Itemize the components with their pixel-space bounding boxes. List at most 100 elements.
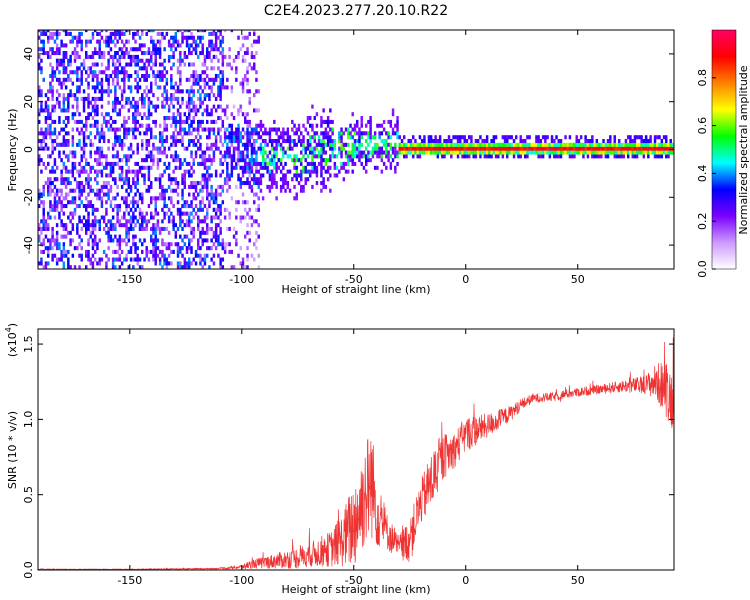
spectrogram-cell — [141, 100, 144, 105]
spectrogram-cell — [183, 112, 187, 117]
spectrogram-cell — [58, 116, 61, 121]
spectrogram-cell — [102, 249, 106, 254]
spectrogram-cell — [53, 74, 57, 79]
spectrogram-cell — [255, 246, 258, 251]
spectrogram-cell — [102, 154, 106, 159]
spectrogram-cell — [629, 135, 632, 140]
spectrogram-cell — [49, 116, 52, 121]
spectrogram-cell — [199, 77, 202, 82]
spectrogram-cell — [360, 142, 363, 147]
spectrogram-cell — [111, 177, 115, 182]
spectrogram-cell — [246, 169, 249, 174]
spectrogram-cell — [201, 154, 204, 159]
spectrogram-cell — [152, 70, 155, 75]
spectrogram-cell — [199, 230, 202, 235]
spectrogram-cell — [129, 169, 133, 174]
spectrogram-cell — [499, 146, 502, 151]
spectrogram-cell — [306, 146, 310, 151]
spectrogram-cell — [562, 142, 565, 147]
spectrogram-cell — [64, 123, 68, 128]
spectrogram-cell — [380, 131, 384, 136]
spectrogram-cell — [275, 161, 278, 166]
spectrogram-cell — [132, 181, 135, 186]
spectrogram-cell — [47, 238, 50, 243]
spectrogram-cell — [241, 158, 245, 163]
spectrogram-cell — [85, 204, 88, 209]
spectrogram-cell — [156, 158, 160, 163]
spectrogram-cell — [407, 142, 410, 147]
spectrogram-cell — [378, 131, 381, 136]
spectrogram-cell — [188, 246, 191, 251]
spectrogram-cell — [438, 142, 442, 147]
spectrogram-cell — [190, 108, 193, 113]
spectrogram-cell — [120, 146, 124, 151]
spectrogram-cell — [237, 150, 240, 155]
spectrogram-cell — [584, 135, 587, 140]
spectrogram-cell — [248, 181, 251, 186]
spectrogram-cell — [42, 30, 45, 33]
spectrogram-cell — [275, 139, 278, 144]
spectrogram-cell — [190, 184, 193, 189]
spectrogram-cell — [141, 192, 144, 197]
spectrogram-cell — [197, 89, 200, 94]
spectrogram-cell — [324, 131, 328, 136]
spectrogram-cell — [284, 139, 287, 144]
spectrogram-cell — [656, 135, 659, 140]
spectrogram-cell — [329, 154, 332, 159]
spectrogram-cell — [120, 30, 124, 33]
spectrogram-cell — [154, 177, 157, 182]
spectrogram-cell — [223, 181, 227, 186]
spectrogram-cell — [91, 123, 95, 128]
spectrogram-cell — [665, 146, 668, 151]
spectrogram-cell — [360, 154, 363, 159]
spectrogram-cell — [398, 146, 401, 151]
spectrogram-cell — [221, 265, 225, 269]
spectrogram-cell — [344, 150, 348, 155]
spectrogram-cell — [201, 100, 204, 105]
spectrogram-cell — [179, 81, 182, 86]
spectrogram-cell — [44, 108, 48, 113]
spectrogram-cell — [40, 104, 43, 109]
spectrogram-cell — [172, 169, 175, 174]
spectrogram-cell — [237, 173, 240, 178]
spectrogram-cell — [423, 150, 426, 155]
spectrogram-cell — [584, 146, 587, 151]
spectrogram-cell — [94, 112, 97, 117]
spectrogram-cell — [353, 154, 357, 159]
spectrogram-cell — [58, 70, 61, 75]
spectrogram-cell — [78, 142, 81, 147]
spectrogram-cell — [152, 135, 155, 140]
spectrogram-cell — [129, 58, 133, 63]
spectrogram-cell — [244, 181, 247, 186]
spectrogram-cell — [315, 131, 319, 136]
spectrogram-cell — [333, 165, 337, 170]
spectrogram-cell — [244, 74, 247, 79]
spectrogram-cell — [541, 146, 545, 151]
spectrogram-cell — [219, 219, 222, 224]
spectrogram-cell — [167, 96, 171, 101]
spectrogram-cell — [134, 234, 137, 239]
spectrogram-cell — [152, 43, 155, 48]
spectrogram-cell — [120, 93, 124, 98]
spectrogram-cell — [123, 211, 126, 216]
spectrogram-cell — [179, 165, 182, 170]
spectrogram-cell — [217, 234, 220, 239]
spectrogram-cell — [351, 169, 354, 174]
spectrogram-cell — [163, 146, 166, 151]
spectrogram-cell — [89, 165, 92, 170]
spectrogram-cell — [550, 142, 554, 147]
spectrogram-cell — [150, 81, 153, 86]
spectrogram-cell — [71, 127, 75, 132]
spectrogram-cell — [145, 139, 148, 144]
spectrogram-cell — [259, 123, 263, 128]
x-tick-label: 0 — [462, 273, 469, 286]
spectrogram-cell — [441, 146, 444, 151]
spectrogram-cell — [255, 123, 258, 128]
spectrogram-cell — [620, 150, 623, 155]
spectrogram-cell — [165, 81, 169, 86]
spectrogram-cell — [219, 51, 222, 56]
spectrogram-cell — [221, 238, 225, 243]
spectrogram-cell — [134, 200, 137, 205]
spectrogram-cell — [423, 142, 426, 147]
spectrogram-cell — [181, 100, 184, 105]
